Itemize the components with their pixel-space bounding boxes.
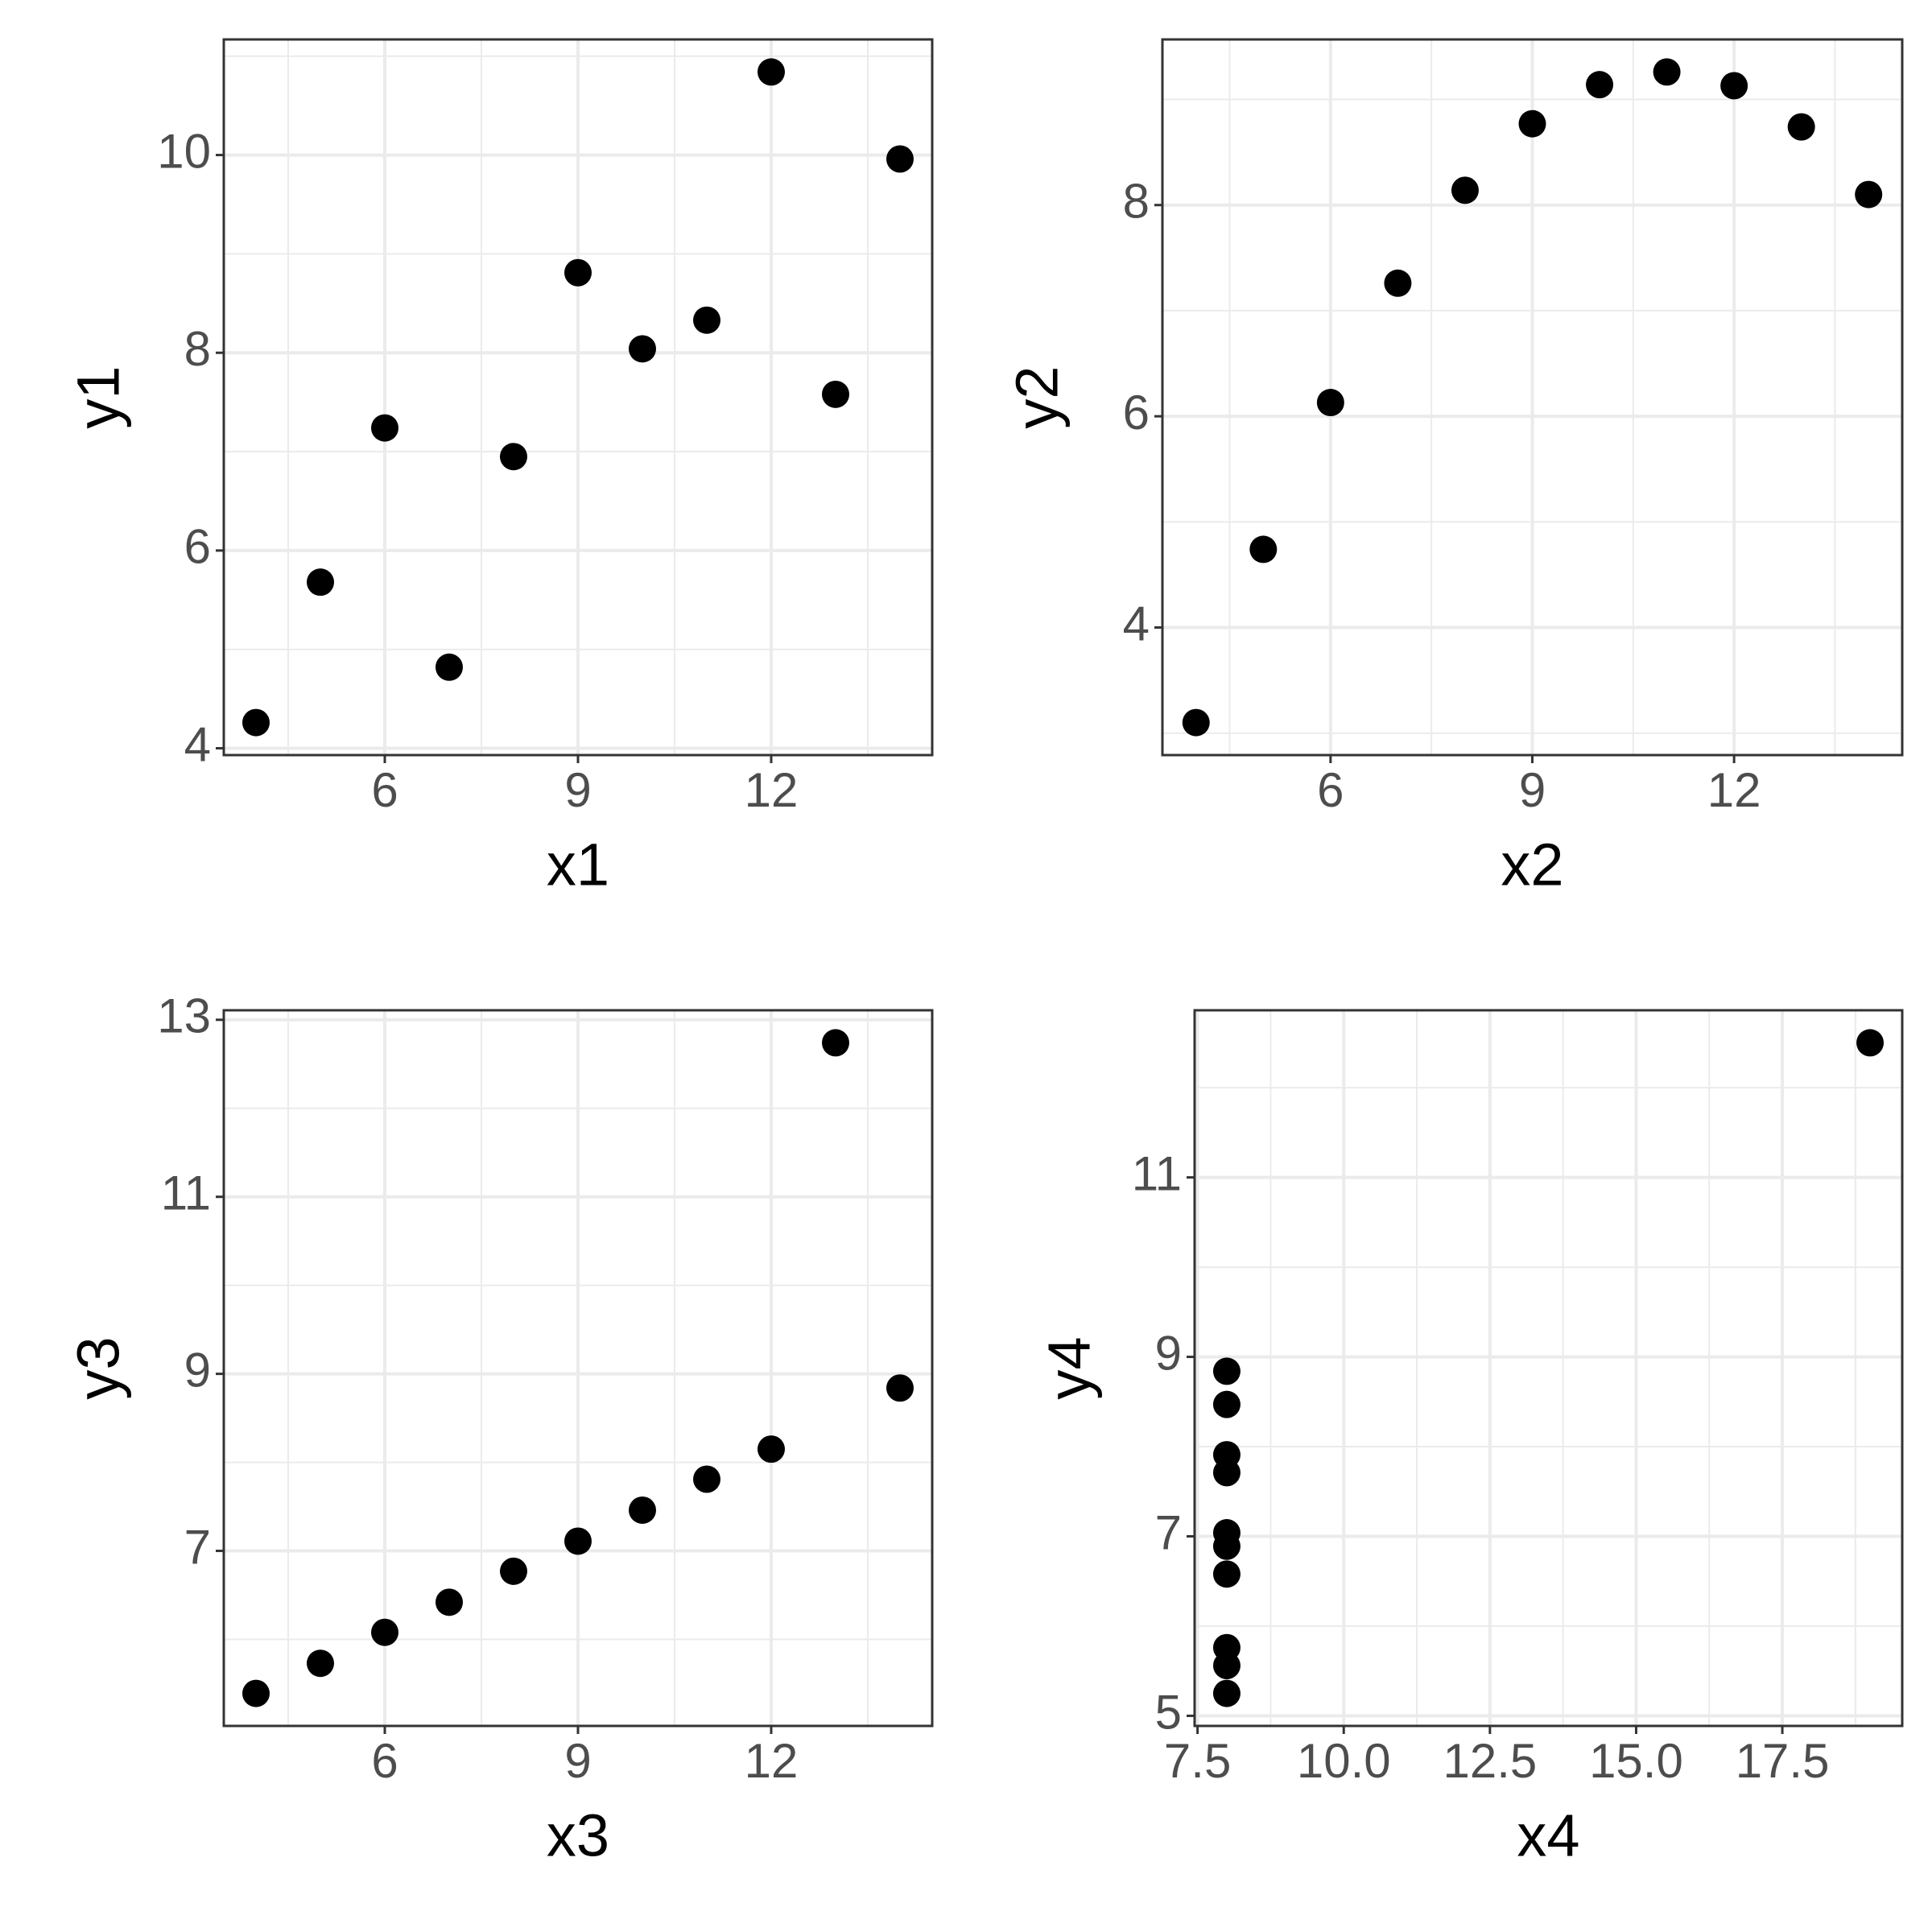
point <box>758 58 785 86</box>
point <box>886 1374 914 1402</box>
x-axis-title: x1 <box>547 832 609 898</box>
point <box>1384 269 1412 297</box>
y-tick-label: 9 <box>184 1343 211 1397</box>
point <box>1182 708 1210 737</box>
y-tick-label: 11 <box>161 1166 211 1220</box>
point <box>1249 535 1278 564</box>
panel-border <box>222 38 934 757</box>
x-tick-label: 7.5 <box>1164 1734 1231 1788</box>
point <box>371 414 398 442</box>
x-axis-title: x3 <box>547 1802 609 1869</box>
point <box>307 568 334 597</box>
y-tick-label: 5 <box>1155 1685 1182 1739</box>
point <box>758 1435 785 1463</box>
y-tick-label: 8 <box>184 322 211 376</box>
point <box>822 1029 849 1057</box>
x-tick-label: 10.0 <box>1297 1734 1391 1788</box>
x-tick-label: 17.5 <box>1736 1734 1830 1788</box>
point <box>1855 180 1883 208</box>
point <box>242 1679 270 1707</box>
point <box>1586 71 1614 99</box>
point <box>1212 1652 1241 1680</box>
x-tick-label: 12.5 <box>1443 1734 1537 1788</box>
point <box>371 1618 398 1646</box>
y-tick-label: 4 <box>184 717 211 771</box>
y-tick-label: 7 <box>1155 1505 1182 1559</box>
point <box>436 653 463 681</box>
point <box>629 1496 656 1524</box>
point <box>1653 58 1681 86</box>
point <box>1451 176 1479 204</box>
x-tick-label: 12 <box>745 763 799 817</box>
x-tick-label: 9 <box>1519 763 1546 817</box>
point <box>436 1588 463 1616</box>
point <box>1212 1532 1241 1560</box>
point <box>1212 1357 1241 1385</box>
point <box>1212 1679 1241 1707</box>
y-axis-title: y4 <box>1036 1336 1103 1399</box>
x-tick-label: 12 <box>745 1734 799 1788</box>
point <box>1787 113 1815 141</box>
x-tick-label: 6 <box>371 1734 398 1788</box>
y-tick-label: 7 <box>184 1520 211 1574</box>
y-axis-title: y1 <box>65 365 132 428</box>
point <box>1316 389 1344 417</box>
x-tick-label: 12 <box>1707 763 1761 817</box>
x-tick-label: 6 <box>1317 763 1344 817</box>
point <box>629 335 656 363</box>
y-tick-label: 13 <box>157 989 211 1043</box>
y-tick-label: 9 <box>1155 1326 1182 1380</box>
y-tick-label: 6 <box>1123 386 1150 440</box>
panel-border <box>1161 38 1904 757</box>
point <box>307 1649 334 1678</box>
y-tick-label: 4 <box>1123 597 1150 650</box>
y-tick-label: 8 <box>1123 175 1150 229</box>
panel-border <box>1193 1009 1904 1728</box>
panel-border <box>222 1009 934 1728</box>
x-tick-label: 6 <box>371 763 398 817</box>
point <box>693 306 720 334</box>
x-tick-label: 9 <box>564 763 591 817</box>
point <box>693 1465 720 1493</box>
x-tick-label: 15.0 <box>1589 1734 1683 1788</box>
y-tick-label: 6 <box>184 520 211 574</box>
y-tick-label: 11 <box>1132 1146 1182 1200</box>
point <box>822 380 849 408</box>
x-axis-title: x2 <box>1501 832 1563 898</box>
x-tick-label: 9 <box>564 1734 591 1788</box>
point <box>500 443 527 471</box>
point <box>500 1557 527 1585</box>
point <box>564 1527 592 1555</box>
point <box>886 145 914 173</box>
point <box>1212 1441 1241 1469</box>
point <box>1518 109 1546 138</box>
point <box>242 708 270 737</box>
point <box>1212 1560 1241 1588</box>
y-axis-title: y2 <box>1004 365 1071 428</box>
x-axis-title: x4 <box>1517 1802 1579 1869</box>
point <box>1720 72 1748 100</box>
point <box>564 258 592 287</box>
y-tick-label: 10 <box>157 124 211 178</box>
point <box>1212 1390 1241 1418</box>
point <box>1856 1029 1885 1057</box>
y-axis-title: y3 <box>65 1336 132 1399</box>
